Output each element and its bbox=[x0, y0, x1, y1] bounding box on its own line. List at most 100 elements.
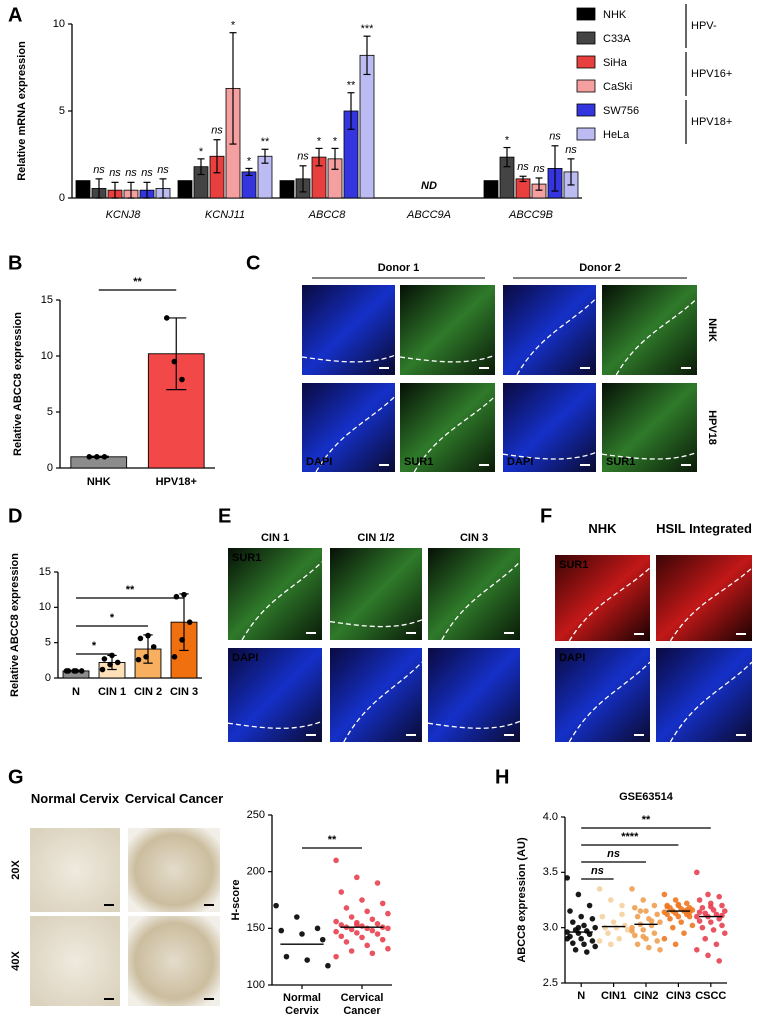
data-point bbox=[664, 911, 671, 918]
row-label: 20X bbox=[10, 860, 22, 880]
stain-label: DAPI bbox=[507, 456, 533, 468]
data-point bbox=[338, 933, 345, 940]
data-point bbox=[683, 900, 690, 907]
x-tick-label-box: CSCC bbox=[695, 990, 726, 1002]
data-point bbox=[186, 619, 193, 625]
data-point bbox=[338, 922, 345, 928]
x-tick-label: CIN 3 bbox=[169, 686, 199, 698]
data-point bbox=[721, 908, 728, 914]
data-point bbox=[567, 908, 573, 914]
micrograph bbox=[602, 383, 697, 472]
tissue-boundary bbox=[427, 720, 521, 729]
x-tick-label: HPV18+ bbox=[155, 476, 197, 488]
legend-group-label: HPV18+ bbox=[691, 116, 732, 128]
panel-letter: H bbox=[495, 766, 509, 788]
significance-label: ** bbox=[126, 584, 135, 596]
data-point bbox=[173, 593, 180, 600]
data-point bbox=[648, 918, 655, 924]
row-label: 40X bbox=[10, 951, 22, 971]
data-point bbox=[354, 930, 360, 936]
y-tick-label: 250 bbox=[247, 809, 265, 821]
row-label: HPV18 bbox=[706, 410, 718, 445]
data-point bbox=[333, 928, 339, 935]
data-point bbox=[379, 936, 386, 943]
data-point bbox=[634, 913, 641, 920]
significance-label: ** bbox=[133, 276, 142, 288]
significance-label: ns bbox=[109, 167, 121, 179]
column-title: Donor 1 bbox=[378, 262, 420, 274]
stain-label: SUR1 bbox=[404, 456, 433, 468]
significance-label: * bbox=[92, 640, 97, 652]
data-point bbox=[86, 454, 93, 460]
x-tick-label-box: CIN 2 bbox=[134, 686, 162, 698]
significance-label: ** bbox=[347, 80, 356, 92]
column-title: NHK bbox=[588, 522, 617, 536]
data-point bbox=[716, 958, 722, 964]
data-point bbox=[705, 952, 711, 959]
data-point bbox=[564, 929, 571, 935]
stain-label: SUR1 bbox=[606, 456, 635, 468]
y-tick-label: 200 bbox=[247, 866, 265, 878]
micrograph bbox=[30, 916, 120, 1006]
data-point bbox=[686, 909, 693, 915]
y-tick-label: 3.0 bbox=[543, 922, 558, 934]
y-tick-label: 3.5 bbox=[543, 866, 558, 878]
data-point bbox=[99, 666, 106, 673]
x-tick-label: KCNJ8 bbox=[106, 209, 142, 221]
y-tick-label: 5 bbox=[59, 105, 65, 117]
y-tick-label: 0 bbox=[45, 672, 51, 684]
significance-label: ** bbox=[642, 814, 651, 826]
data-point bbox=[705, 891, 711, 898]
data-point bbox=[719, 912, 725, 919]
x-tick-label-box: HPV18+ bbox=[155, 476, 197, 488]
legend-group-label: HPV- bbox=[691, 20, 717, 32]
column-title-box: Cervical Cancer bbox=[125, 792, 223, 806]
data-point bbox=[581, 941, 587, 948]
data-point bbox=[359, 923, 365, 929]
x-tick-label: CIN3 bbox=[665, 990, 691, 1002]
data-point bbox=[675, 901, 682, 908]
stain-label: SUR1 bbox=[232, 552, 261, 564]
stain-label: DAPI bbox=[232, 652, 258, 664]
data-point bbox=[359, 934, 365, 941]
y-axis-label: Relative ABCC8 expression bbox=[9, 553, 21, 697]
significance-label: ns bbox=[591, 865, 604, 877]
tissue-boundary bbox=[568, 567, 651, 642]
significance-label: * bbox=[110, 612, 115, 624]
significance-label: ns bbox=[549, 131, 561, 143]
data-point bbox=[348, 926, 355, 933]
column-title-box: NHK bbox=[588, 522, 617, 536]
data-point bbox=[672, 897, 679, 903]
column-title: CIN 3 bbox=[460, 532, 488, 544]
data-point bbox=[708, 903, 714, 910]
legend-swatch bbox=[576, 55, 596, 69]
micrograph bbox=[400, 285, 495, 375]
legend-swatch bbox=[576, 127, 596, 141]
x-tick-label: NHK bbox=[86, 476, 111, 488]
data-point bbox=[643, 908, 649, 914]
legend-label: SiHa bbox=[603, 57, 628, 69]
significance-label: ns bbox=[565, 144, 577, 156]
data-point bbox=[374, 921, 381, 927]
data-point bbox=[592, 924, 598, 931]
tissue-boundary bbox=[241, 561, 323, 641]
data-point bbox=[385, 925, 391, 932]
micrograph bbox=[128, 828, 220, 912]
data-point bbox=[713, 911, 720, 918]
data-point bbox=[657, 947, 663, 953]
data-point bbox=[114, 659, 121, 666]
x-tick-label-box: CIN3 bbox=[665, 990, 691, 1002]
data-point bbox=[678, 919, 684, 925]
data-point bbox=[613, 924, 620, 931]
panel-letter: E bbox=[218, 505, 231, 527]
significance-label: * bbox=[317, 135, 322, 147]
data-point bbox=[667, 916, 673, 922]
data-point bbox=[694, 869, 700, 876]
micrograph bbox=[428, 548, 520, 640]
data-point bbox=[710, 927, 717, 933]
data-point bbox=[570, 919, 576, 925]
data-point bbox=[379, 900, 386, 907]
data-point bbox=[333, 857, 339, 864]
data-point bbox=[624, 927, 631, 933]
tissue-boundary bbox=[399, 354, 496, 363]
